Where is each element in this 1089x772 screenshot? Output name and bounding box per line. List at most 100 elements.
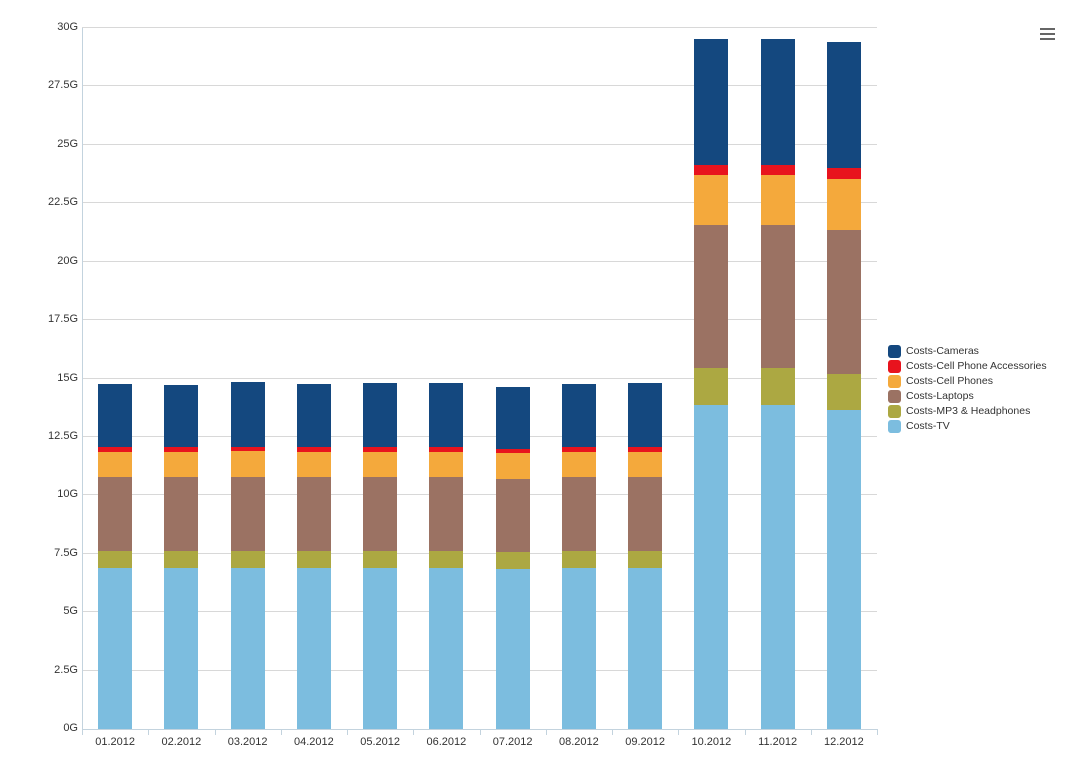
grid-line bbox=[82, 435, 877, 437]
hamburger-menu-icon[interactable] bbox=[1034, 21, 1062, 47]
bar-segment[interactable] bbox=[628, 550, 663, 568]
bar-segment[interactable] bbox=[296, 567, 331, 729]
bar-segment[interactable] bbox=[164, 385, 199, 448]
bar-segment[interactable] bbox=[561, 477, 596, 551]
bar-segment[interactable] bbox=[98, 384, 133, 448]
bar-segment[interactable] bbox=[230, 382, 265, 447]
bar-segment[interactable] bbox=[628, 451, 663, 478]
bar-segment[interactable] bbox=[296, 447, 331, 453]
bar-segment[interactable] bbox=[561, 567, 596, 729]
bar-segment[interactable] bbox=[230, 477, 265, 551]
bar-segment[interactable] bbox=[561, 550, 596, 568]
bar-segment[interactable] bbox=[495, 448, 530, 454]
bar-segment[interactable] bbox=[760, 164, 795, 176]
bar-segment[interactable] bbox=[760, 175, 795, 226]
x-axis-label: 07.2012 bbox=[492, 736, 533, 748]
legend-item[interactable]: Costs-Laptops bbox=[888, 389, 1047, 404]
bar-segment[interactable] bbox=[429, 446, 464, 452]
y-axis-label: 25G bbox=[57, 137, 78, 150]
bar-segment[interactable] bbox=[296, 477, 331, 551]
bar-segment[interactable] bbox=[495, 552, 530, 569]
menu-bar bbox=[1040, 32, 1055, 36]
bar-segment[interactable] bbox=[164, 477, 199, 551]
bar-segment[interactable] bbox=[694, 367, 729, 406]
legend-item[interactable]: Costs-Cell Phone Accessories bbox=[888, 359, 1047, 374]
bar-segment[interactable] bbox=[296, 550, 331, 568]
x-axis-tick bbox=[678, 729, 680, 735]
legend-marker-icon bbox=[888, 405, 901, 418]
bar-segment[interactable] bbox=[429, 567, 464, 729]
bar-segment[interactable] bbox=[694, 175, 729, 226]
bar-segment[interactable] bbox=[628, 567, 663, 729]
bar-segment[interactable] bbox=[694, 225, 729, 368]
bar-segment[interactable] bbox=[561, 452, 596, 478]
bar-segment[interactable] bbox=[429, 477, 464, 551]
bar-segment[interactable] bbox=[495, 386, 530, 449]
bar-segment[interactable] bbox=[561, 447, 596, 453]
bar-segment[interactable] bbox=[826, 373, 861, 411]
bar-segment[interactable] bbox=[363, 550, 398, 568]
bar-segment[interactable] bbox=[760, 405, 795, 729]
bar-segment[interactable] bbox=[495, 568, 530, 729]
bar-segment[interactable] bbox=[694, 405, 729, 729]
y-axis-label: 20G bbox=[57, 254, 78, 267]
bar-segment[interactable] bbox=[826, 178, 861, 231]
bar-segment[interactable] bbox=[363, 383, 398, 447]
bar-segment[interactable] bbox=[98, 452, 133, 478]
x-axis-tick bbox=[82, 729, 83, 735]
bar-segment[interactable] bbox=[98, 447, 133, 453]
bar-segment[interactable] bbox=[164, 567, 199, 729]
bar-segment[interactable] bbox=[363, 567, 398, 729]
legend-item[interactable]: Costs-MP3 & Headphones bbox=[888, 404, 1047, 419]
bar-segment[interactable] bbox=[98, 550, 133, 568]
bar-segment[interactable] bbox=[694, 38, 729, 165]
x-axis-label: 09.2012 bbox=[625, 736, 665, 748]
bar-segment[interactable] bbox=[826, 230, 861, 374]
bar-segment[interactable] bbox=[363, 476, 398, 551]
bar-segment[interactable] bbox=[495, 453, 530, 479]
bar-segment[interactable] bbox=[230, 446, 265, 452]
x-axis-label: 06.2012 bbox=[426, 736, 467, 748]
bar-segment[interactable] bbox=[429, 383, 464, 447]
bar-segment[interactable] bbox=[164, 447, 199, 453]
legend-item[interactable]: Costs-Cameras bbox=[888, 344, 1047, 359]
x-axis-tick bbox=[280, 729, 282, 735]
bar-segment[interactable] bbox=[628, 477, 663, 551]
bar-segment[interactable] bbox=[296, 384, 331, 448]
bar-segment[interactable] bbox=[826, 168, 861, 179]
bar-segment[interactable] bbox=[429, 451, 464, 478]
x-axis-label: 02.2012 bbox=[161, 736, 202, 748]
bar-segment[interactable] bbox=[495, 478, 530, 553]
legend-marker-icon bbox=[888, 375, 901, 388]
bar-segment[interactable] bbox=[296, 452, 331, 478]
bar-segment[interactable] bbox=[363, 446, 398, 452]
bar-segment[interactable] bbox=[98, 567, 133, 729]
bar-segment[interactable] bbox=[826, 42, 861, 169]
bar-segment[interactable] bbox=[230, 567, 265, 729]
y-axis-label: 15G bbox=[57, 371, 78, 384]
legend-item[interactable]: Costs-Cell Phones bbox=[888, 374, 1047, 389]
grid-line bbox=[82, 85, 877, 87]
bar-segment[interactable] bbox=[561, 383, 596, 448]
x-axis-label: 04.2012 bbox=[293, 736, 334, 748]
bar-segment[interactable] bbox=[230, 451, 265, 478]
bar-segment[interactable] bbox=[98, 477, 133, 551]
legend-item[interactable]: Costs-TV bbox=[888, 419, 1047, 434]
bar-segment[interactable] bbox=[363, 451, 398, 477]
bar-segment[interactable] bbox=[826, 410, 861, 729]
bar-segment[interactable] bbox=[429, 550, 464, 568]
bar-segment[interactable] bbox=[760, 38, 795, 165]
bar-segment[interactable] bbox=[628, 446, 663, 452]
bar-segment[interactable] bbox=[760, 367, 795, 406]
bar-segment[interactable] bbox=[164, 452, 199, 478]
legend-label: Costs-Laptops bbox=[906, 390, 974, 402]
legend-label: Costs-MP3 & Headphones bbox=[906, 405, 1031, 417]
bar-segment[interactable] bbox=[760, 225, 795, 368]
legend-marker-icon bbox=[888, 345, 901, 358]
bar-segment[interactable] bbox=[230, 550, 265, 568]
bar-segment[interactable] bbox=[628, 383, 663, 447]
legend-label: Costs-Cell Phone Accessories bbox=[906, 360, 1047, 372]
bar-segment[interactable] bbox=[164, 550, 199, 568]
bar-segment[interactable] bbox=[694, 164, 729, 176]
